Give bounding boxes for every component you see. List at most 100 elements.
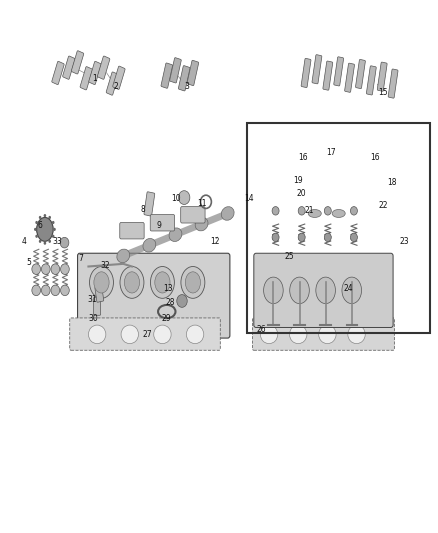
Text: 2: 2 xyxy=(113,82,118,91)
Text: 24: 24 xyxy=(344,284,353,293)
FancyBboxPatch shape xyxy=(301,59,311,87)
Text: 26: 26 xyxy=(257,325,266,334)
Ellipse shape xyxy=(120,266,144,298)
Ellipse shape xyxy=(154,325,171,344)
FancyBboxPatch shape xyxy=(80,67,92,90)
Circle shape xyxy=(60,237,69,248)
Circle shape xyxy=(272,233,279,241)
FancyBboxPatch shape xyxy=(95,286,104,302)
Circle shape xyxy=(39,216,42,219)
FancyBboxPatch shape xyxy=(52,61,64,85)
Text: 5: 5 xyxy=(26,258,31,266)
Circle shape xyxy=(35,235,38,238)
Text: 28: 28 xyxy=(166,298,175,307)
FancyBboxPatch shape xyxy=(63,56,75,79)
Circle shape xyxy=(177,295,187,308)
FancyBboxPatch shape xyxy=(254,253,393,327)
Text: 30: 30 xyxy=(89,314,99,323)
Circle shape xyxy=(298,233,305,241)
Ellipse shape xyxy=(290,325,307,344)
Ellipse shape xyxy=(260,325,278,344)
FancyBboxPatch shape xyxy=(187,60,199,86)
Text: 13: 13 xyxy=(163,284,173,293)
Circle shape xyxy=(51,264,60,274)
Circle shape xyxy=(35,221,38,224)
Text: 18: 18 xyxy=(388,178,397,187)
Text: 7: 7 xyxy=(78,254,83,263)
FancyBboxPatch shape xyxy=(70,318,220,350)
Ellipse shape xyxy=(185,272,201,293)
Circle shape xyxy=(350,207,357,215)
Ellipse shape xyxy=(143,238,156,252)
FancyBboxPatch shape xyxy=(161,63,173,88)
Text: 14: 14 xyxy=(244,194,254,203)
Ellipse shape xyxy=(89,266,113,298)
Text: 4: 4 xyxy=(21,237,26,246)
Ellipse shape xyxy=(88,325,106,344)
Circle shape xyxy=(32,285,41,296)
Ellipse shape xyxy=(186,325,204,344)
FancyBboxPatch shape xyxy=(253,318,394,350)
Circle shape xyxy=(53,228,56,231)
FancyBboxPatch shape xyxy=(345,63,354,92)
Text: 6: 6 xyxy=(37,221,42,230)
Circle shape xyxy=(44,241,46,245)
Circle shape xyxy=(39,240,42,243)
Text: 15: 15 xyxy=(379,88,389,97)
Ellipse shape xyxy=(150,266,174,298)
Text: 32: 32 xyxy=(100,261,110,270)
Text: 12: 12 xyxy=(210,237,219,246)
Circle shape xyxy=(48,216,51,219)
Text: 22: 22 xyxy=(379,201,388,210)
Circle shape xyxy=(324,233,331,241)
Ellipse shape xyxy=(348,325,365,344)
Circle shape xyxy=(34,228,37,231)
Ellipse shape xyxy=(308,209,321,217)
FancyBboxPatch shape xyxy=(388,69,398,98)
Ellipse shape xyxy=(342,277,361,304)
FancyBboxPatch shape xyxy=(89,61,101,85)
Text: 16: 16 xyxy=(370,154,380,163)
FancyBboxPatch shape xyxy=(150,215,175,231)
Text: 20: 20 xyxy=(296,189,306,198)
FancyBboxPatch shape xyxy=(106,72,119,95)
Text: 33: 33 xyxy=(52,237,62,246)
Text: 10: 10 xyxy=(172,194,181,203)
Circle shape xyxy=(60,264,69,274)
Ellipse shape xyxy=(319,325,336,344)
Ellipse shape xyxy=(94,272,109,293)
Text: 25: 25 xyxy=(285,253,294,262)
Ellipse shape xyxy=(181,266,205,298)
Text: 8: 8 xyxy=(141,205,145,214)
Ellipse shape xyxy=(316,277,336,304)
Ellipse shape xyxy=(169,228,182,241)
Text: 16: 16 xyxy=(298,154,307,163)
FancyBboxPatch shape xyxy=(356,60,365,88)
Circle shape xyxy=(272,207,279,215)
FancyBboxPatch shape xyxy=(334,57,343,86)
Ellipse shape xyxy=(117,249,130,263)
Text: 31: 31 xyxy=(87,295,97,304)
FancyBboxPatch shape xyxy=(113,66,125,90)
Text: 29: 29 xyxy=(161,314,171,323)
Text: 9: 9 xyxy=(156,221,161,230)
Ellipse shape xyxy=(195,217,208,231)
FancyBboxPatch shape xyxy=(170,58,181,83)
Circle shape xyxy=(44,214,46,217)
Text: 17: 17 xyxy=(326,148,336,157)
Ellipse shape xyxy=(290,277,309,304)
FancyBboxPatch shape xyxy=(178,66,190,91)
Ellipse shape xyxy=(264,277,283,304)
Circle shape xyxy=(52,235,54,238)
Ellipse shape xyxy=(221,207,234,220)
Circle shape xyxy=(179,191,190,205)
FancyBboxPatch shape xyxy=(144,192,155,216)
FancyBboxPatch shape xyxy=(98,56,110,79)
Text: 23: 23 xyxy=(399,237,409,246)
Bar xyxy=(247,123,430,333)
Text: 3: 3 xyxy=(184,82,189,91)
Ellipse shape xyxy=(37,217,53,241)
Circle shape xyxy=(51,285,60,296)
Circle shape xyxy=(32,264,41,274)
Circle shape xyxy=(48,240,51,243)
